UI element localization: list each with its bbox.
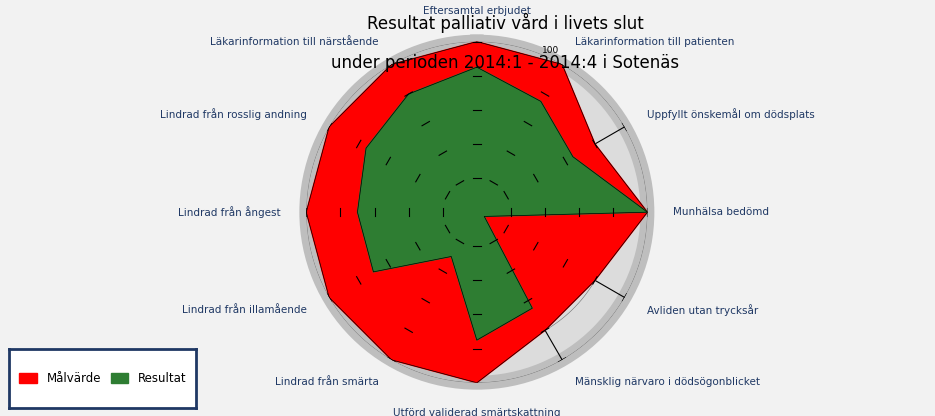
Text: Läkarinformation till patienten: Läkarinformation till patienten — [575, 37, 734, 47]
Legend: Målvärde, Resultat: Målvärde, Resultat — [15, 367, 191, 390]
Text: Utförd validerad smärtskattning: Utförd validerad smärtskattning — [393, 408, 561, 416]
Text: Mänsklig närvaro i dödsögonblicket: Mänsklig närvaro i dödsögonblicket — [575, 377, 760, 387]
Polygon shape — [307, 42, 647, 383]
Text: Lindrad från smärta: Lindrad från smärta — [275, 377, 379, 387]
Text: Eftersamtal erbjudet: Eftersamtal erbjudet — [423, 6, 531, 16]
Polygon shape — [357, 67, 647, 340]
Text: Läkarinformation till närstående: Läkarinformation till närstående — [210, 37, 379, 47]
Text: Lindrad från ångest: Lindrad från ångest — [178, 206, 280, 218]
Text: under perioden 2014:1 - 2014:4 i Sotenäs: under perioden 2014:1 - 2014:4 i Sotenäs — [331, 54, 679, 72]
Text: Avliden utan trycksår: Avliden utan trycksår — [647, 304, 758, 316]
Text: Lindrad från rosslig andning: Lindrad från rosslig andning — [160, 108, 307, 120]
Text: Uppfyllt önskemål om dödsplats: Uppfyllt önskemål om dödsplats — [647, 108, 814, 120]
Text: Lindrad från illamående: Lindrad från illamående — [182, 305, 307, 315]
Text: Resultat palliativ vård i livets slut: Resultat palliativ vård i livets slut — [367, 12, 643, 32]
Text: Munhälsa bedömd: Munhälsa bedömd — [673, 207, 769, 217]
